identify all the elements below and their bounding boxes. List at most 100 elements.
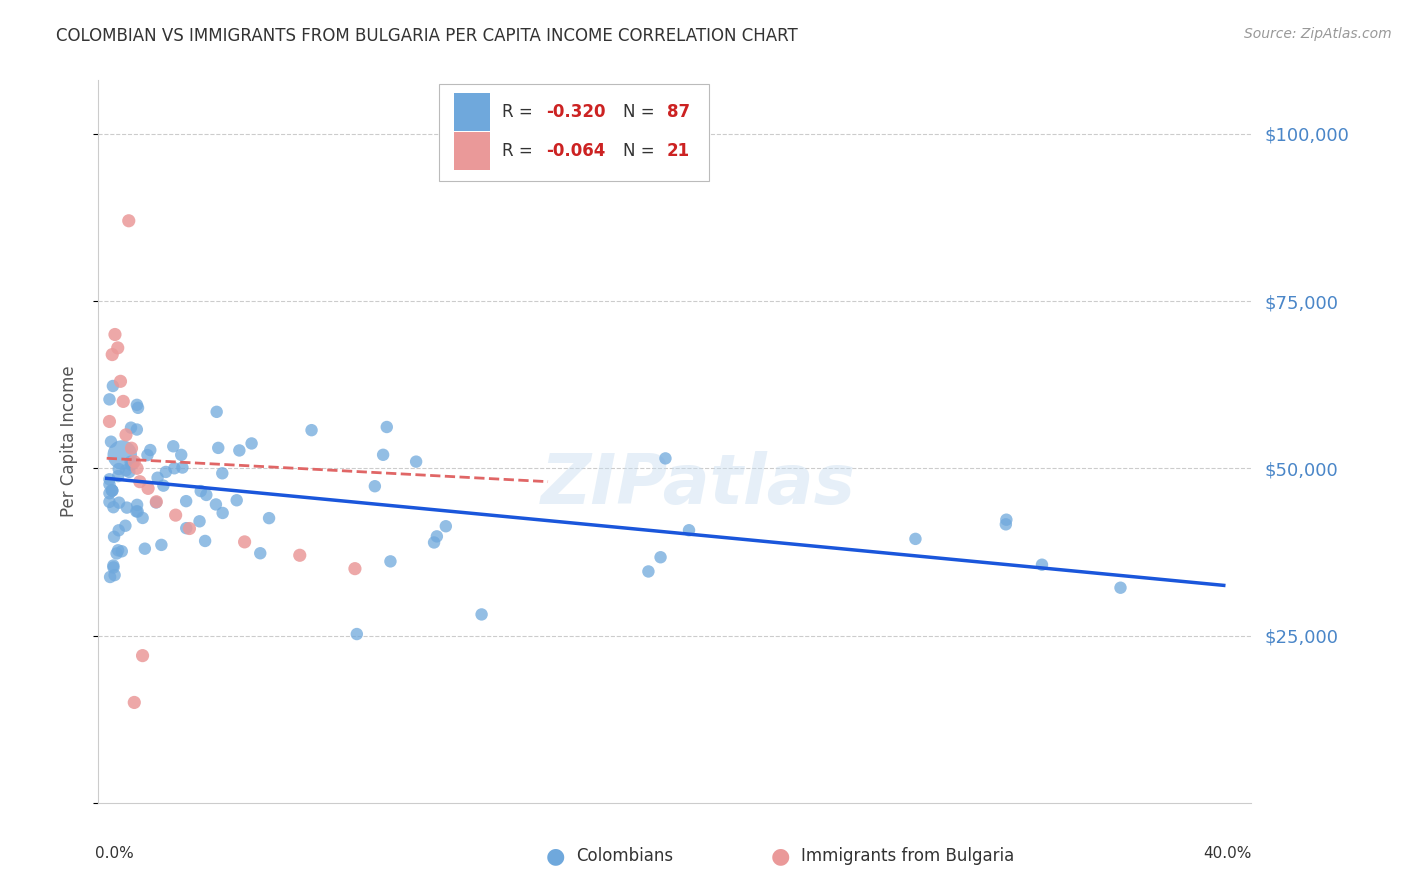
Point: [115, 500, 138, 515]
Text: -0.320: -0.320: [546, 103, 605, 121]
Point: [371, 448, 394, 462]
Point: [110, 375, 132, 389]
Point: [103, 560, 125, 574]
Point: [121, 441, 143, 455]
Point: [994, 517, 1017, 532]
Point: [150, 538, 173, 552]
Text: -0.064: -0.064: [546, 142, 605, 160]
FancyBboxPatch shape: [454, 94, 491, 131]
Point: [205, 498, 228, 512]
Point: [98, 414, 121, 428]
Point: [188, 514, 211, 528]
Point: [155, 465, 177, 479]
Text: N =: N =: [623, 103, 659, 121]
Point: [343, 562, 366, 576]
Point: [101, 379, 124, 393]
Point: [120, 455, 142, 469]
Point: [426, 529, 449, 543]
Point: [103, 500, 125, 515]
Text: Source: ZipAtlas.com: Source: ZipAtlas.com: [1244, 27, 1392, 41]
Point: [145, 495, 167, 509]
Text: Colombians: Colombians: [576, 847, 673, 865]
Point: [146, 471, 169, 485]
Point: [174, 521, 197, 535]
Point: [125, 461, 148, 475]
Text: R =: R =: [502, 142, 538, 160]
Point: [1031, 558, 1053, 572]
Point: [136, 482, 159, 496]
Point: [172, 460, 194, 475]
Point: [1109, 581, 1132, 595]
Text: 87: 87: [666, 103, 690, 121]
Point: [111, 448, 134, 462]
Point: [233, 534, 256, 549]
Point: [301, 423, 323, 437]
Point: [120, 420, 142, 434]
Point: [124, 454, 146, 469]
Point: [152, 478, 174, 492]
Text: ●: ●: [546, 847, 565, 866]
Point: [98, 472, 121, 486]
Point: [380, 554, 402, 568]
Point: [107, 462, 129, 476]
Point: [101, 483, 124, 498]
Point: [118, 213, 141, 227]
Point: [118, 465, 141, 479]
Point: [211, 467, 233, 481]
Point: [405, 455, 427, 469]
Point: [107, 543, 129, 558]
Point: [654, 451, 676, 466]
Point: [98, 392, 121, 407]
Point: [107, 469, 129, 483]
Point: [125, 398, 148, 412]
Point: [107, 524, 129, 538]
Point: [225, 493, 247, 508]
Point: [228, 443, 250, 458]
Point: [101, 483, 124, 498]
Point: [115, 427, 138, 442]
Point: [257, 511, 280, 525]
Point: [134, 541, 156, 556]
Point: [131, 511, 153, 525]
Text: N =: N =: [623, 142, 659, 160]
Point: [434, 519, 457, 533]
Point: [108, 496, 131, 510]
Point: [98, 495, 121, 509]
Text: 0.0%: 0.0%: [96, 847, 134, 861]
Point: [288, 548, 311, 563]
Point: [103, 530, 125, 544]
Point: [128, 475, 150, 489]
Point: [124, 696, 146, 710]
Point: [122, 457, 145, 471]
Point: [211, 506, 233, 520]
Point: [98, 570, 121, 584]
Point: [170, 448, 193, 462]
Point: [100, 434, 122, 449]
Text: 21: 21: [666, 142, 690, 160]
Point: [471, 607, 494, 622]
Point: [125, 423, 148, 437]
Point: [249, 546, 271, 560]
Point: [195, 488, 218, 502]
FancyBboxPatch shape: [439, 84, 710, 181]
Point: [375, 420, 398, 434]
Point: [162, 439, 184, 453]
Point: [240, 436, 263, 450]
Point: [205, 405, 228, 419]
Point: [139, 443, 162, 458]
Text: 40.0%: 40.0%: [1204, 847, 1251, 861]
Point: [127, 498, 149, 512]
Y-axis label: Per Capita Income: Per Capita Income: [59, 366, 77, 517]
Point: [112, 394, 135, 409]
Point: [346, 627, 368, 641]
Text: Immigrants from Bulgaria: Immigrants from Bulgaria: [801, 847, 1015, 865]
Point: [174, 494, 197, 508]
Point: [115, 463, 138, 477]
Point: [98, 486, 121, 500]
Point: [131, 648, 153, 663]
Point: [101, 348, 124, 362]
Point: [103, 558, 125, 573]
Point: [650, 550, 672, 565]
Point: [904, 532, 927, 546]
Point: [194, 533, 217, 548]
